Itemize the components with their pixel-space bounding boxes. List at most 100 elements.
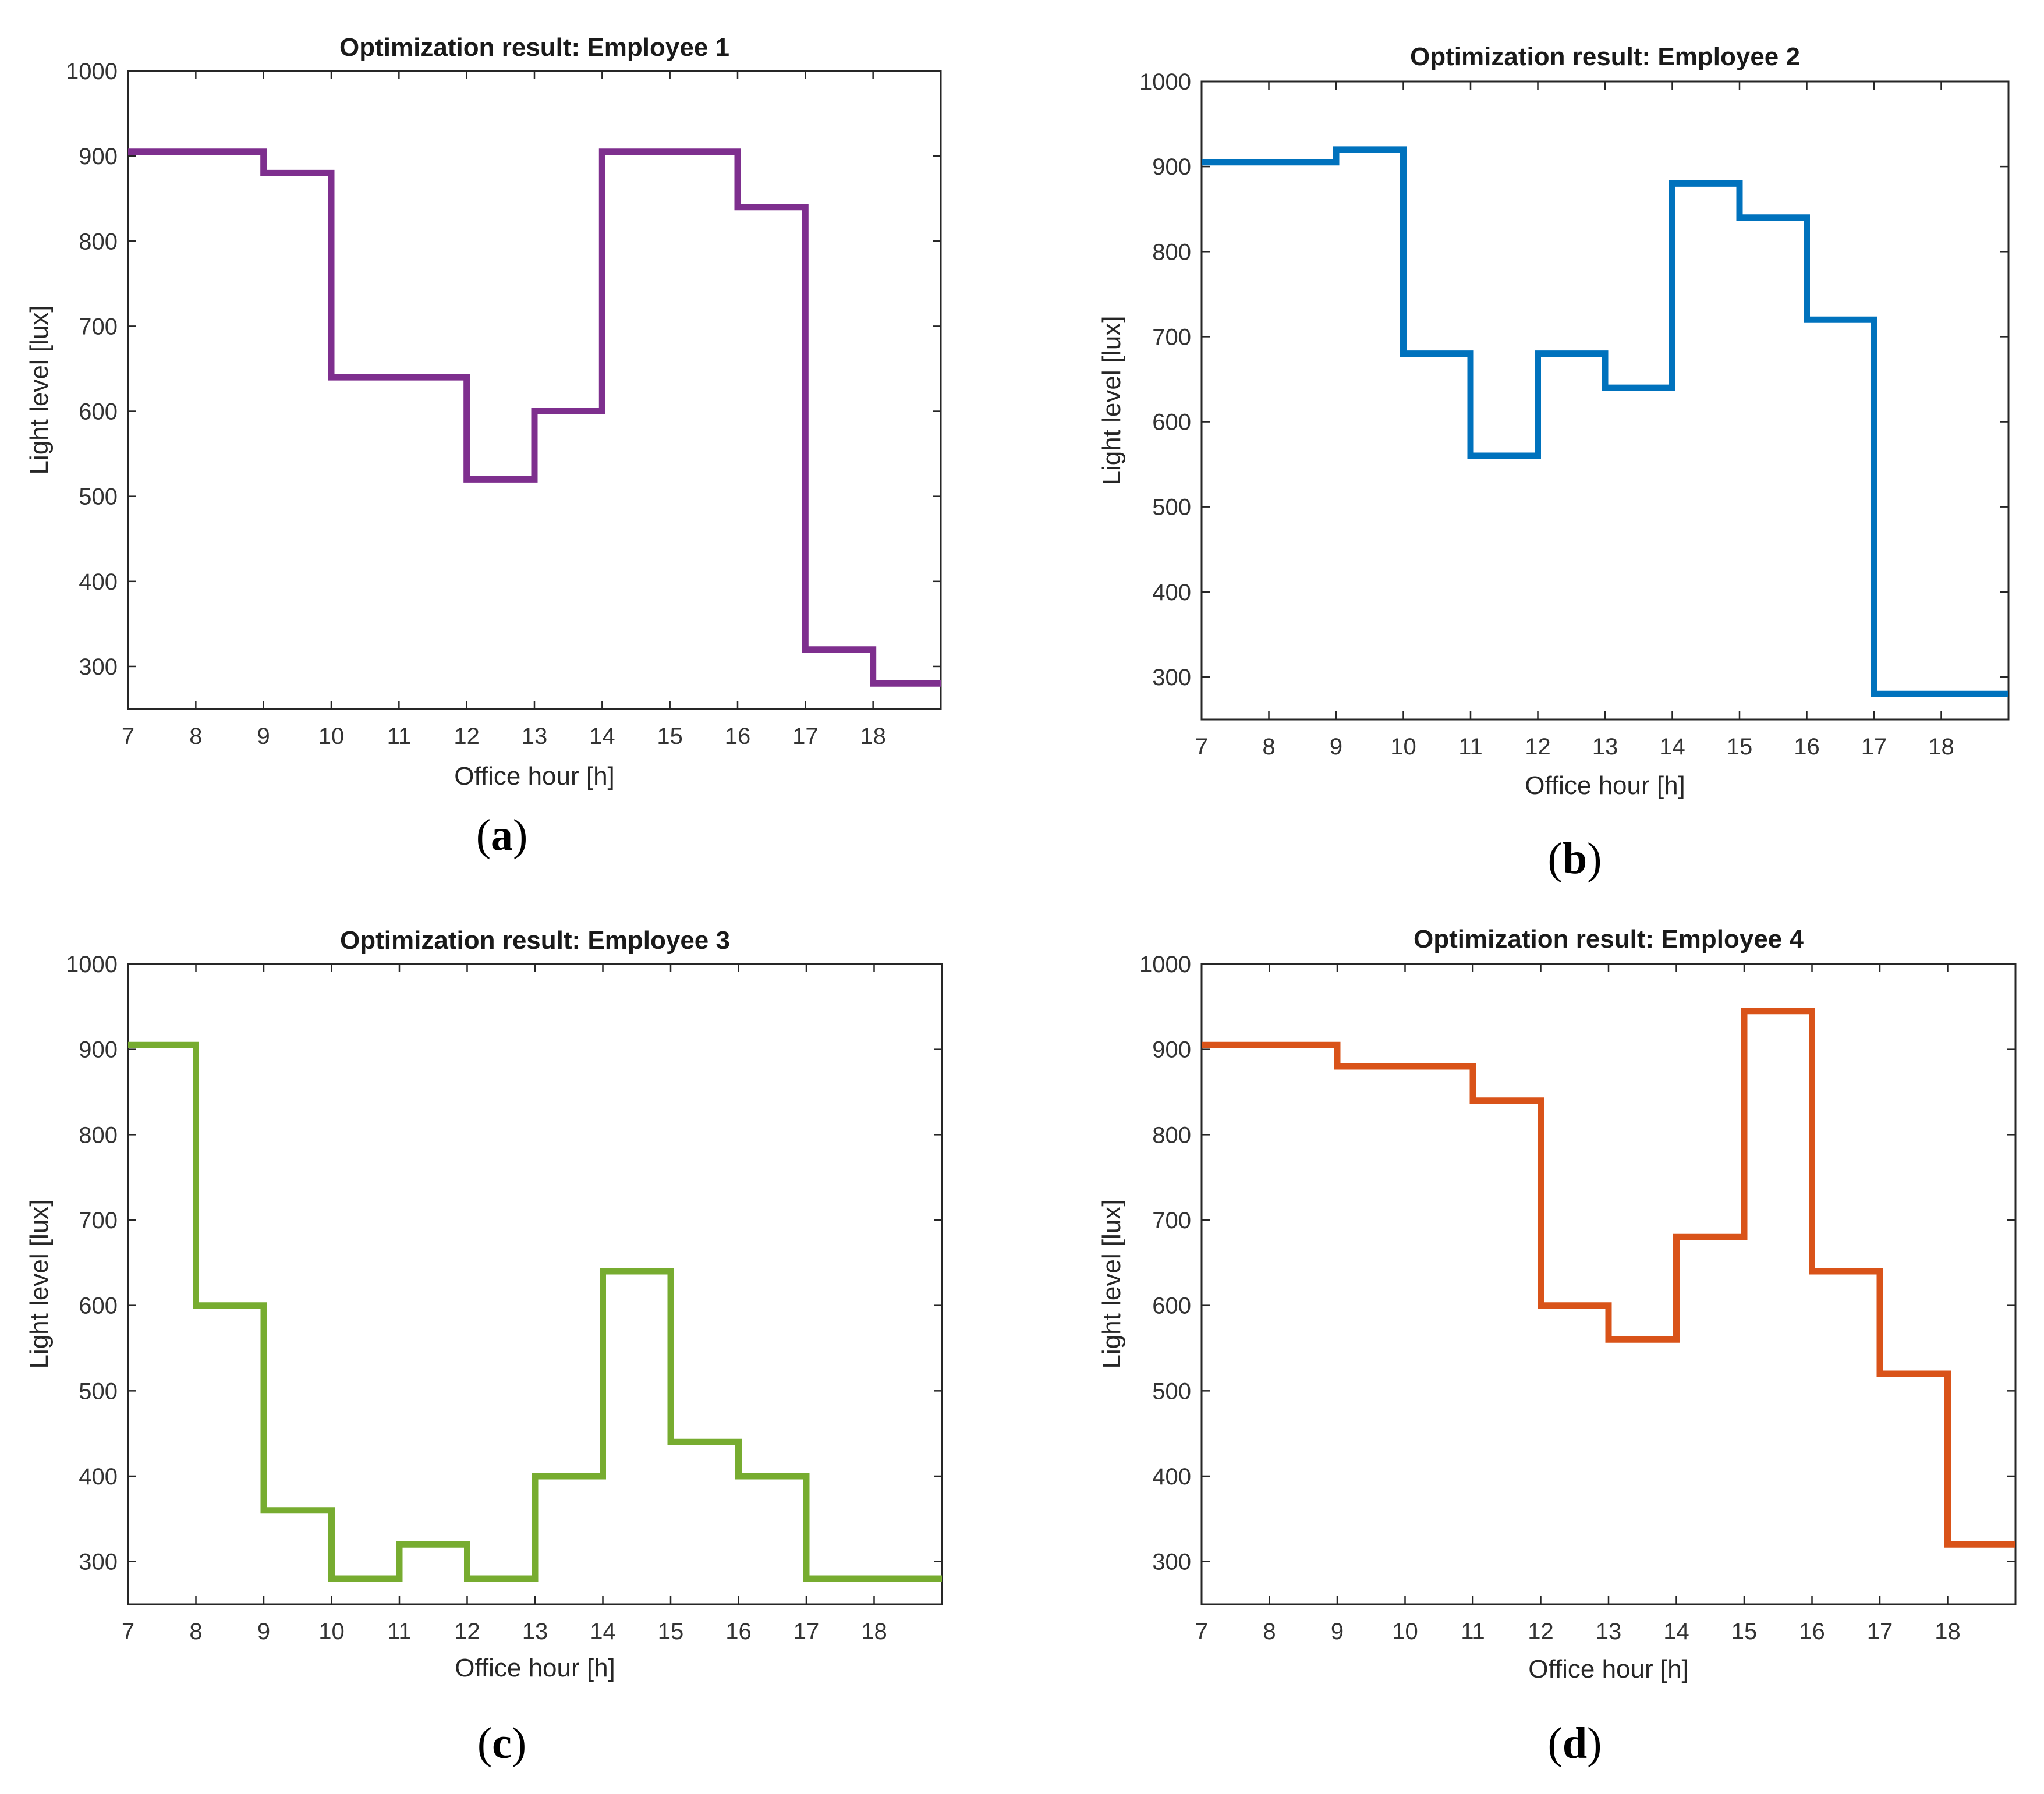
chart-title: Optimization result: Employee 2 [1410,42,1800,71]
y-tick-label: 500 [79,484,118,510]
x-tick-label: 11 [1461,1619,1485,1644]
y-axis-label: Light level [lux] [25,305,54,474]
x-tick-label: 11 [387,1619,412,1644]
x-tick-label: 10 [1392,1619,1418,1644]
x-tick-label: 10 [318,1619,345,1644]
x-tick-label: 7 [122,1619,134,1644]
y-tick-label: 600 [79,1293,118,1319]
plot-area [1200,80,2010,721]
x-tick-label: 14 [1663,1619,1689,1644]
y-tick-label: 1000 [66,59,118,84]
x-tick-label: 9 [1331,1619,1344,1644]
y-tick-label: 700 [79,1208,118,1233]
y-tick-label: 500 [1152,1378,1191,1404]
y-tick-label: 500 [1152,495,1191,520]
x-axis-label: Office hour [h] [1528,1655,1689,1683]
y-tick-label: 900 [1152,154,1191,180]
x-axis-label: Office hour [h] [455,1654,615,1682]
x-tick-label: 16 [725,1619,752,1644]
x-tick-label: 15 [658,1619,684,1644]
x-tick-label: 13 [522,1619,548,1644]
x-tick-label: 9 [1330,734,1342,760]
series-step-line [128,1041,942,1582]
chart-title: Optimization result: Employee 4 [1414,925,1804,953]
x-tick-label: 16 [725,724,751,749]
panel-letter: d [1563,1719,1587,1768]
x-tick-label: 14 [1659,734,1685,760]
x-tick-label: 9 [257,724,270,749]
x-tick-label: 12 [1528,1619,1554,1644]
x-tick-label: 15 [1731,1619,1758,1644]
x-tick-label: 11 [387,724,412,749]
panel-label: (a) [476,811,528,860]
x-tick-label: 18 [1935,1619,1961,1644]
y-axis-label: Light level [lux] [25,1199,54,1368]
x-tick-label: 17 [793,1619,820,1644]
x-axis-label: Office hour [h] [1525,771,1685,800]
plot-area [127,70,942,710]
x-tick-label: 18 [861,1619,887,1644]
plot-area [1200,963,2017,1605]
x-tick-label: 16 [1794,734,1820,760]
y-tick-label: 1000 [1139,952,1191,977]
x-tick-label: 13 [522,724,548,749]
x-tick-label: 15 [657,724,683,749]
x-tick-label: 7 [1195,1619,1208,1644]
x-tick-label: 7 [122,724,134,749]
x-tick-label: 11 [1458,734,1483,760]
x-tick-label: 8 [189,724,202,749]
panel-label: (b) [1548,834,1602,883]
y-tick-label: 300 [79,654,118,680]
x-tick-label: 12 [454,1619,480,1644]
x-tick-label: 17 [1861,734,1887,760]
x-tick-label: 9 [257,1619,270,1644]
y-tick-label: 600 [1152,410,1191,435]
y-axis-label: Light level [lux] [1097,315,1126,485]
x-tick-label: 18 [860,724,886,749]
y-tick-label: 500 [79,1378,118,1404]
panel-letter: c [492,1719,512,1768]
y-tick-label: 1000 [1139,69,1191,95]
y-tick-label: 700 [79,314,118,339]
x-tick-label: 8 [1263,1619,1276,1644]
x-tick-label: 7 [1195,734,1208,760]
x-tick-label: 14 [589,724,615,749]
y-axis-label: Light level [lux] [1097,1199,1126,1368]
x-tick-label: 18 [1928,734,1954,760]
x-tick-label: 10 [1390,734,1416,760]
x-tick-label: 13 [1592,734,1618,760]
series-step-line [128,148,941,687]
y-tick-label: 900 [1152,1037,1191,1063]
y-tick-label: 1000 [66,952,118,977]
y-tick-label: 800 [1152,239,1191,265]
y-tick-label: 800 [79,1122,118,1148]
x-tick-label: 8 [1262,734,1275,760]
y-tick-label: 600 [79,399,118,425]
y-tick-label: 400 [79,1464,118,1490]
series-step-line [1202,146,2008,697]
x-tick-label: 12 [454,724,480,749]
x-tick-label: 17 [792,724,819,749]
y-tick-label: 700 [1152,324,1191,350]
y-tick-label: 800 [1152,1122,1191,1148]
panel-letter: b [1563,834,1587,883]
y-tick-label: 300 [1152,665,1191,690]
x-tick-label: 12 [1525,734,1551,760]
y-tick-label: 600 [1152,1293,1191,1319]
x-tick-label: 16 [1799,1619,1825,1644]
panel-label: (d) [1548,1719,1602,1768]
x-tick-label: 17 [1867,1619,1893,1644]
x-tick-label: 15 [1727,734,1753,760]
x-tick-label: 10 [318,724,345,749]
chart-title: Optimization result: Employee 3 [340,926,730,955]
panel-label: (c) [477,1719,526,1768]
y-tick-label: 900 [79,1037,118,1063]
y-tick-label: 400 [1152,1464,1191,1490]
series-step-line [1202,1008,2015,1548]
panel-letter: a [491,811,513,860]
x-tick-label: 14 [590,1619,616,1644]
y-tick-label: 400 [1152,580,1191,605]
x-tick-label: 8 [189,1619,202,1644]
y-tick-label: 900 [79,144,118,169]
